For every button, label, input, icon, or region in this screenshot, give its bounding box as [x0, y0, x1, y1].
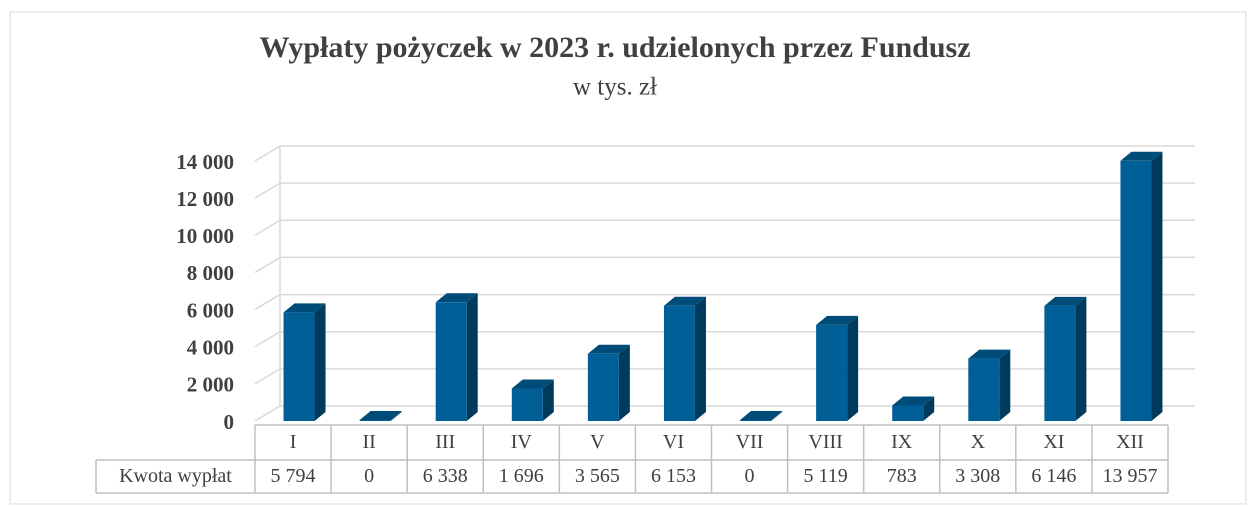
bar-top	[1044, 296, 1087, 306]
x-tick-label: III	[435, 431, 455, 453]
bar	[283, 312, 315, 421]
bar	[892, 405, 924, 421]
y-tick-label: 4 000	[187, 336, 234, 360]
bar-side	[618, 344, 630, 421]
bar-side	[999, 349, 1011, 421]
bar-top	[435, 293, 478, 303]
bar-side	[466, 293, 478, 421]
bar-side	[847, 315, 859, 421]
bar	[359, 420, 391, 421]
table-value: 0	[745, 465, 755, 487]
x-tick-label: VII	[736, 431, 764, 453]
table-value: 6 146	[1031, 465, 1076, 487]
table-value: 6 338	[423, 465, 468, 487]
grid-line-side	[254, 293, 281, 311]
bar-top	[816, 315, 859, 325]
table-value: 783	[887, 465, 917, 487]
bar	[1044, 305, 1076, 421]
table-value: 3 565	[575, 465, 620, 487]
x-tick-label: V	[590, 431, 605, 453]
grid-line-side	[254, 182, 281, 199]
y-tick-label: 2 000	[187, 373, 234, 397]
x-tick-label: I	[290, 431, 297, 453]
bar	[663, 305, 695, 421]
bar	[587, 353, 619, 421]
y-tick-label: 10 000	[176, 224, 234, 248]
bar-top	[663, 296, 706, 306]
grid-line-side	[254, 405, 281, 422]
bar-top	[587, 344, 630, 354]
bar-side	[771, 411, 783, 421]
grid-line-side	[254, 256, 281, 274]
bar-side	[1075, 296, 1087, 421]
bar	[740, 420, 772, 421]
bar-top	[511, 379, 554, 389]
bar-top	[359, 411, 402, 420]
grid-line-side	[254, 219, 281, 236]
x-tick-label: II	[362, 431, 375, 453]
chart-subtitle: w tys. zł	[573, 74, 657, 101]
x-tick-label: VIII	[808, 431, 842, 453]
y-tick-label: 14 000	[176, 150, 234, 174]
bar-side	[1151, 151, 1163, 421]
table-value: 0	[364, 465, 374, 487]
y-tick-label: 6 000	[187, 298, 234, 322]
chart-frame	[9, 11, 1247, 505]
bar	[435, 302, 467, 421]
grid-line-side	[254, 368, 281, 385]
x-tick-label: X	[971, 431, 986, 453]
y-tick-label: 12 000	[176, 187, 234, 211]
bar-side	[542, 379, 554, 421]
bar	[1120, 160, 1152, 421]
x-tick-label: XII	[1116, 431, 1144, 453]
bar-top	[283, 303, 326, 313]
table-value: 13 957	[1102, 465, 1157, 487]
x-tick-label: VI	[663, 431, 684, 453]
bar-side	[923, 396, 935, 421]
bar-top	[740, 411, 783, 420]
table-value: 6 153	[651, 465, 696, 487]
grid-line-side	[254, 331, 281, 348]
bar-top	[968, 349, 1011, 359]
x-tick-label: XI	[1043, 431, 1064, 453]
bar-top	[1120, 151, 1163, 161]
bar-side	[390, 411, 402, 421]
bar-top	[892, 396, 935, 406]
chart-title: Wypłaty pożyczek w 2023 r. udzielonych p…	[259, 31, 970, 64]
table-value: 5 794	[271, 465, 316, 487]
grid-line-side	[254, 145, 281, 162]
x-tick-label: IV	[511, 431, 533, 453]
table-series-name: Kwota wypłat	[119, 465, 232, 487]
bar-side	[694, 296, 706, 421]
bar	[816, 324, 848, 421]
table-value: 1 696	[499, 465, 544, 487]
y-tick-label: 8 000	[187, 261, 234, 285]
bar-side	[314, 303, 326, 421]
x-tick-label: IX	[891, 431, 913, 453]
bar	[511, 388, 543, 421]
y-tick-label: 0	[224, 410, 235, 434]
table-value: 5 119	[803, 465, 847, 487]
bar	[968, 358, 1000, 421]
table-value: 3 308	[955, 465, 1000, 487]
